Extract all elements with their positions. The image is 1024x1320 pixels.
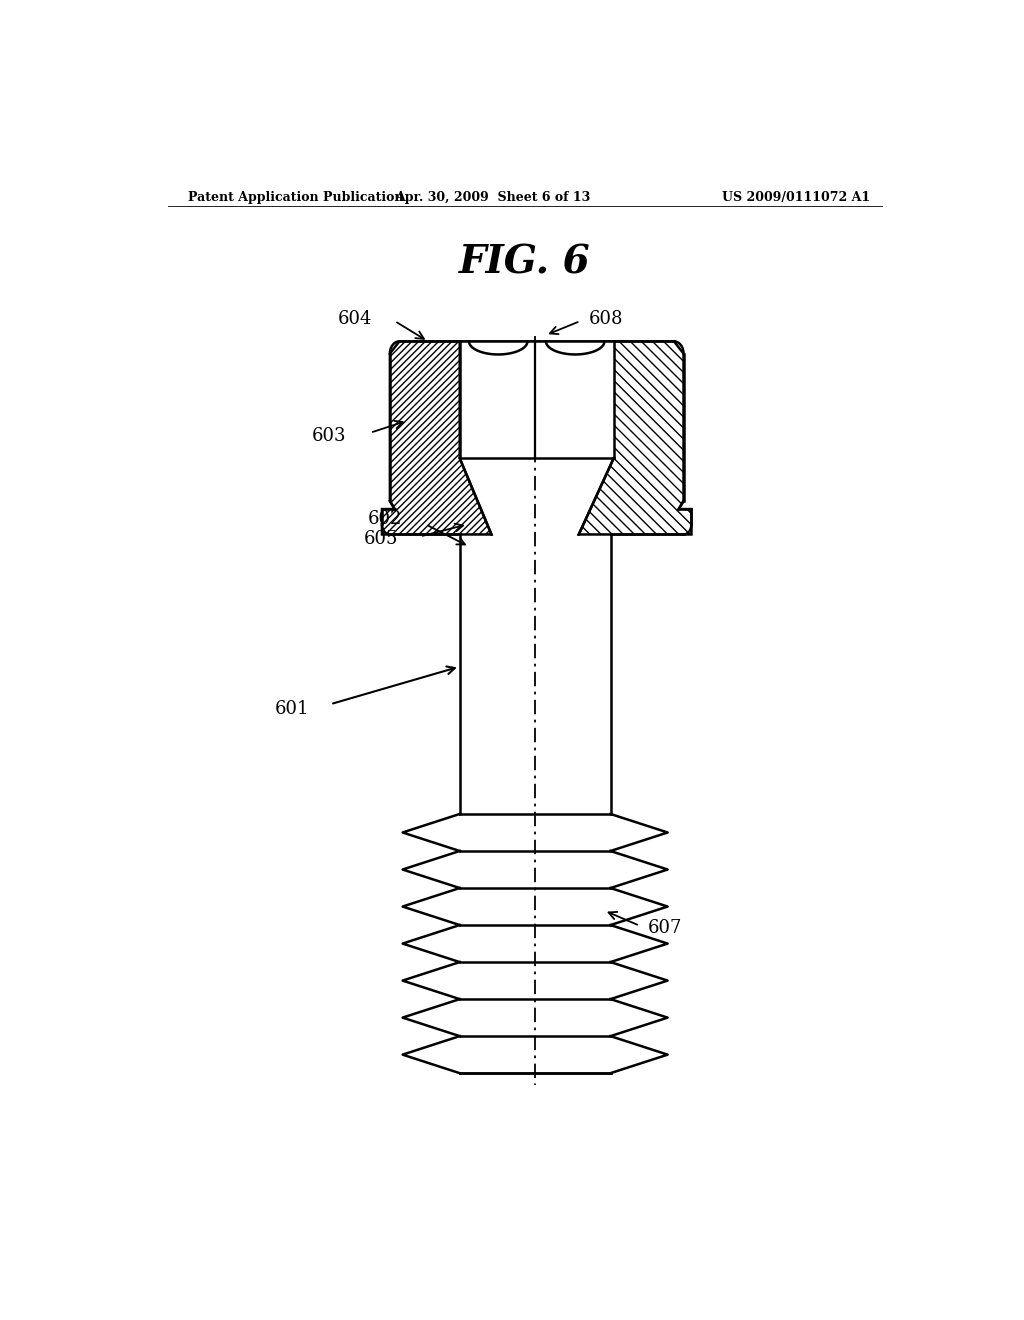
Text: 604: 604 bbox=[338, 310, 373, 327]
Bar bbox=[460, 342, 613, 458]
Text: 601: 601 bbox=[274, 701, 309, 718]
Text: US 2009/0111072 A1: US 2009/0111072 A1 bbox=[722, 191, 870, 203]
Text: 607: 607 bbox=[648, 919, 682, 937]
Text: 602: 602 bbox=[368, 511, 401, 528]
Text: Apr. 30, 2009  Sheet 6 of 13: Apr. 30, 2009 Sheet 6 of 13 bbox=[395, 191, 591, 203]
Text: FIG. 6: FIG. 6 bbox=[459, 244, 591, 281]
Polygon shape bbox=[579, 342, 691, 535]
Text: 603: 603 bbox=[311, 426, 346, 445]
Text: 608: 608 bbox=[588, 310, 623, 327]
Polygon shape bbox=[382, 342, 492, 535]
Text: 605: 605 bbox=[364, 529, 397, 548]
Text: Patent Application Publication: Patent Application Publication bbox=[187, 191, 403, 203]
